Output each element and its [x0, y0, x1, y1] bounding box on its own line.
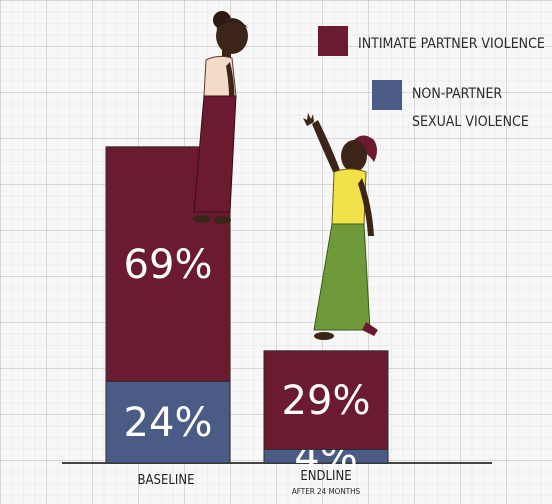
bar-label-baseline-intimate-partner: 69%: [124, 242, 213, 288]
bar-label-endline-intimate-partner: 29%: [282, 378, 371, 424]
legend-swatch-intimate-partner: [318, 26, 348, 56]
woman-endline-illustration: [303, 113, 378, 340]
bars-group: 24%69%4%29%: [105, 146, 389, 480]
bar-baseline-intimate-partner: [105, 146, 231, 382]
legend-label-intimate-partner: INTIMATE PARTNER VIOLENCE: [358, 36, 545, 52]
woman-baseline-illustration: [193, 11, 248, 224]
legend-label-non-partner-line2: SEXUAL VIOLENCE: [412, 114, 529, 130]
legend-label-non-partner-line1: NON-PARTNER: [412, 86, 502, 102]
bar-endline-intimate-partner: [263, 350, 389, 450]
category-sublabel-endline: AFTER 24 MONTHS: [292, 487, 361, 496]
bar-baseline-non-partner: [105, 380, 231, 464]
legend-swatch-non-partner: [372, 80, 402, 110]
category-label-endline: ENDLINE: [300, 469, 351, 484]
bar-label-baseline-non-partner: 24%: [124, 400, 213, 446]
category-label-baseline: BASELINE: [138, 473, 195, 488]
